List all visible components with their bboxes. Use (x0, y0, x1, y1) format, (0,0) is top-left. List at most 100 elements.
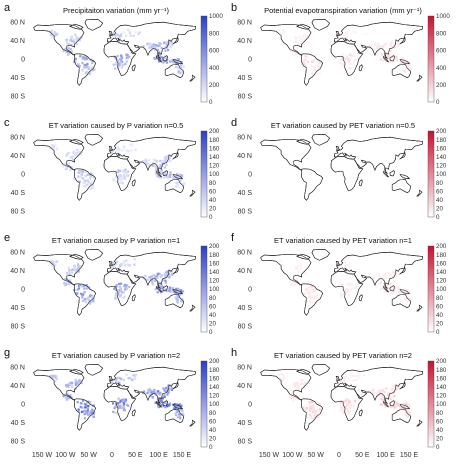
shade-cell (78, 37, 81, 40)
shade-cell (345, 31, 348, 34)
shade-cell (137, 32, 140, 36)
shade-cell (173, 404, 177, 407)
shade-cell (311, 72, 314, 75)
shade-cell (177, 183, 180, 187)
coastline-borneo (389, 55, 395, 62)
shade-cell (168, 288, 171, 291)
shade-cell (398, 385, 401, 389)
shade-cell (68, 382, 71, 385)
shade-cell (300, 264, 303, 267)
lat-tick-label: 0 (21, 57, 25, 64)
shade-cell (276, 262, 279, 265)
shade-cell (386, 56, 389, 59)
shade-cell (148, 391, 151, 394)
coastline-eurasia (334, 136, 423, 174)
shade-cell (176, 410, 180, 413)
shade-cell (89, 187, 93, 190)
shade-cell (162, 405, 165, 408)
shade-cell (72, 150, 76, 153)
shade-cell (294, 51, 297, 54)
coastlines (260, 364, 423, 431)
colorbar-tick-label: 40 (209, 427, 216, 434)
panel-title: Precipitaiton variation (mm yr⁻¹) (63, 6, 170, 15)
shade-cell (53, 31, 57, 34)
shade-cell (342, 53, 345, 56)
shade-cell (298, 42, 301, 45)
shade-cell (74, 380, 77, 383)
shade-cell (134, 373, 138, 376)
shade-cell (343, 401, 346, 404)
shade-cell (174, 60, 177, 63)
coastline-baffin (296, 138, 311, 145)
shade-cell (316, 73, 319, 76)
shade-cell (180, 300, 183, 303)
shade-cell (123, 261, 126, 264)
colorbar-tick-label: 800 (209, 30, 220, 37)
shade-cell (297, 270, 300, 273)
shade-cell (69, 394, 72, 397)
panel-f: f ET variation caused by PET variation n=… (231, 232, 447, 336)
shade-cell (179, 406, 182, 410)
shade-cell (138, 31, 141, 34)
world-map (255, 361, 423, 447)
shade-cell (319, 300, 322, 304)
shade-cell (159, 391, 162, 394)
shade-cell (159, 164, 162, 167)
shade-cell (122, 170, 125, 173)
panel-title: ET variation caused by PET variation n=2 (274, 351, 412, 360)
shade-cell (377, 277, 381, 280)
shade-cell (77, 266, 80, 269)
shade-cell (385, 399, 388, 402)
shade-cell (384, 405, 387, 408)
lat-tick-label: 40 N (10, 268, 25, 275)
shade-cell (174, 177, 177, 181)
shade-cell (87, 181, 91, 184)
shade-cell (391, 275, 394, 279)
colorbar-tick-label: 0 (209, 329, 213, 336)
shade-cell (177, 413, 181, 416)
shade-cell (389, 397, 392, 401)
shade-cell (116, 62, 119, 66)
shade-cell (69, 271, 72, 274)
shade-cell (175, 298, 178, 301)
shade-cell (148, 158, 151, 162)
lat-tick-label: 80 N (237, 365, 252, 372)
shade-cell (383, 290, 386, 293)
shade-cell (86, 62, 89, 66)
shade-cell (88, 286, 91, 289)
shade-cell (158, 53, 161, 57)
shade-cell (65, 153, 69, 156)
shade-cell (116, 376, 120, 379)
shade-cell (392, 270, 395, 274)
shade-cell (174, 185, 178, 188)
lat-tick-label: 80 N (10, 365, 25, 372)
coastline-uk (335, 261, 340, 266)
shade-cell (143, 275, 146, 278)
shade-cell (114, 411, 117, 414)
shade-cell (341, 285, 344, 288)
shade-cell (164, 60, 168, 63)
lon-tick-label: 0 (337, 452, 341, 459)
shade-cell (142, 159, 145, 163)
shade-cell (163, 56, 167, 59)
coastline-south-america (300, 53, 323, 86)
shade-cell (64, 281, 67, 285)
colorbar-tick-label: 600 (436, 48, 447, 55)
shade-cell (84, 412, 87, 415)
lat-tick-label: 80 S (11, 209, 26, 216)
colorbar-tick-label: 80 (209, 410, 216, 417)
shade-cell (69, 272, 73, 275)
colorbar-tick-label: 100 (209, 171, 220, 178)
shade-cell (83, 403, 87, 406)
shade-cell (396, 58, 399, 61)
shade-cell (126, 174, 129, 177)
shade-cell (131, 149, 134, 152)
shade-cell (385, 285, 388, 288)
colorbar-tick-label: 160 (209, 260, 220, 267)
coastline-eurasia (334, 21, 423, 59)
coastline-greenland (311, 249, 331, 261)
shade-cell (160, 176, 163, 179)
shade-cell (51, 374, 54, 377)
shade-cell (160, 160, 164, 163)
